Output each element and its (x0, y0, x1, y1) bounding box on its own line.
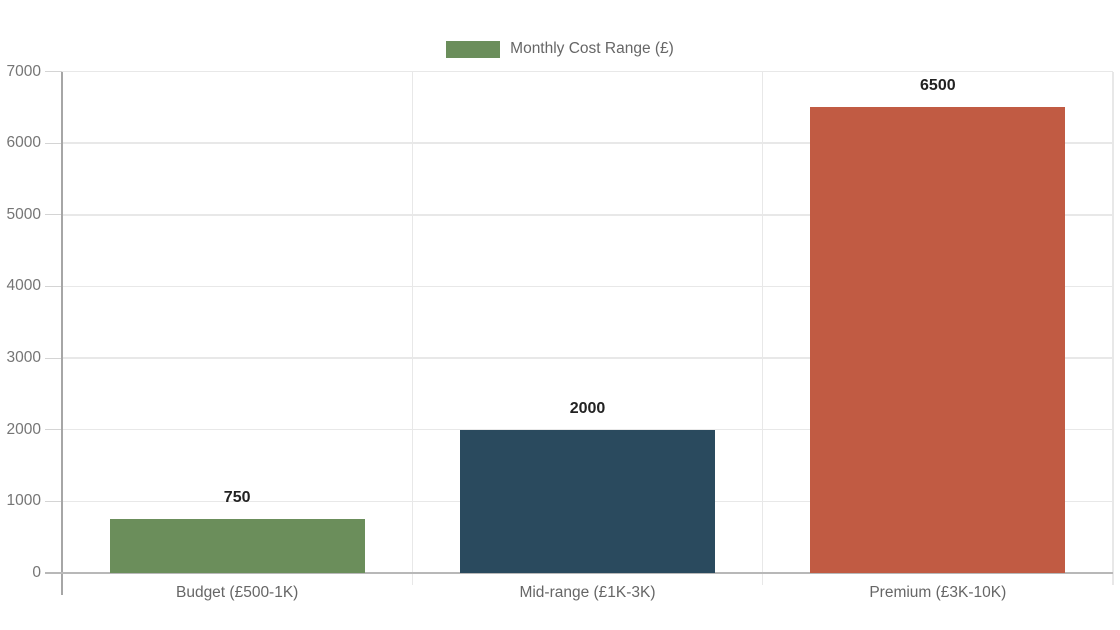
y-axis-line (61, 71, 63, 595)
legend-label: Monthly Cost Range (£) (510, 40, 674, 57)
y-axis-tick-label: 2000 (6, 420, 41, 438)
x-axis-line (45, 572, 1113, 574)
x-axis-label: Premium (£3K-10K) (869, 584, 1007, 601)
gridline-y (62, 142, 1113, 144)
gridline-y (62, 214, 1113, 216)
x-axis-label: Budget (£500-1K) (175, 584, 299, 601)
y-axis-tick-label: 3000 (6, 349, 41, 367)
bar-value-label: 6500 (920, 77, 956, 95)
gridline-x (761, 71, 764, 585)
y-axis-tick-label: 0 (32, 564, 41, 581)
y-axis-tick (45, 357, 62, 359)
y-axis-tick-label: 5000 (6, 205, 41, 223)
y-axis-tick-label: 6000 (6, 134, 41, 152)
gridline-y (62, 70, 1113, 73)
gridline-y (62, 285, 1113, 288)
bar (810, 107, 1066, 573)
y-axis-tick (45, 71, 62, 72)
bar (460, 429, 715, 573)
y-axis-tick (45, 142, 62, 144)
y-axis-tick-label: 4000 (6, 277, 41, 295)
y-axis-tick-label: 7000 (6, 62, 41, 80)
gridline-y (62, 357, 1113, 359)
y-axis-tick (45, 429, 62, 431)
legend-swatch (446, 40, 501, 58)
y-axis-tick (45, 214, 62, 216)
y-axis-tick (45, 285, 62, 287)
gridline-x (1112, 71, 1114, 585)
y-axis-tick (45, 500, 62, 502)
bar-value-label: 750 (223, 489, 251, 507)
bar (109, 519, 365, 573)
chart-legend[interactable]: Monthly Cost Range (£) (0, 40, 1120, 58)
x-axis-label: Mid-range (£1K-3K) (519, 584, 656, 601)
gridline-x (411, 71, 414, 585)
bar-value-label: 2000 (569, 399, 606, 417)
y-axis-tick-label: 1000 (6, 492, 41, 510)
